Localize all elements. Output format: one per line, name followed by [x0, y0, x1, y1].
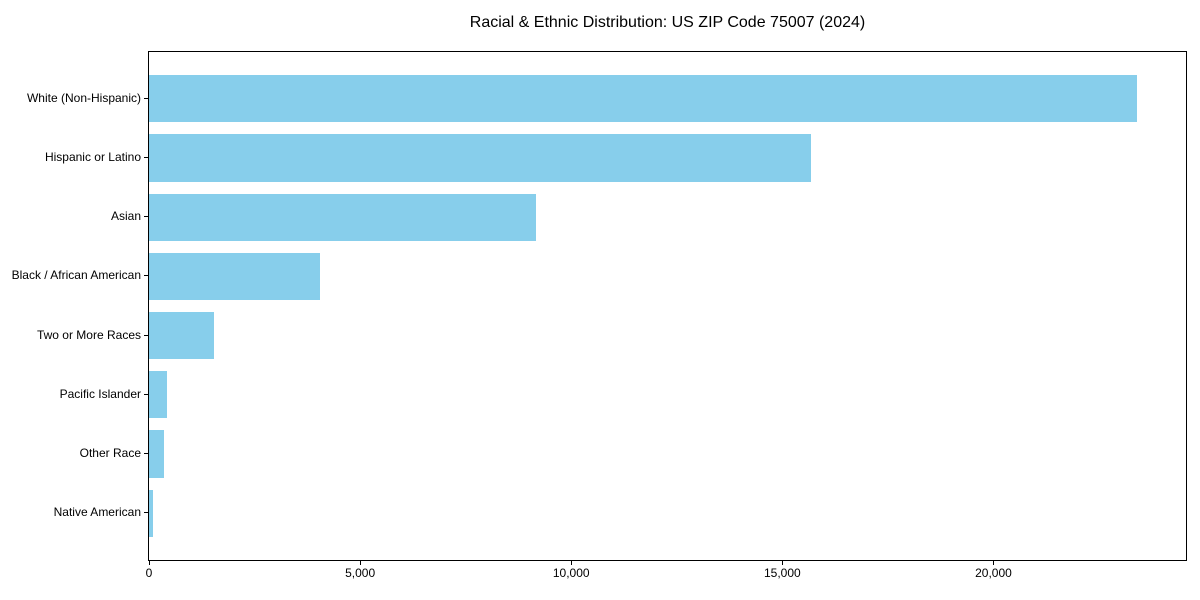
ytick-mark [144, 334, 148, 336]
ytick-mark [144, 275, 148, 277]
bar-asian [149, 193, 537, 241]
xtick-mark [570, 561, 572, 565]
ytick-mark [144, 393, 148, 395]
ytick-mark [144, 97, 148, 99]
ytick-mark [144, 453, 148, 455]
bar-native-american [149, 489, 154, 537]
xtick-mark [992, 561, 994, 565]
xtick-mark [781, 561, 783, 565]
plot-area [148, 51, 1187, 561]
ytick-label-pacific-islander: Pacific Islander [59, 386, 141, 401]
xtick-label-10-000: 10,000 [552, 566, 590, 580]
bar-pacific-islander [149, 371, 168, 419]
bar-black-african-american [149, 252, 321, 301]
xtick-label-0: 0 [145, 566, 153, 580]
ytick-label-hispanic-or-latino: Hispanic or Latino [44, 149, 141, 164]
xtick-mark [359, 561, 361, 565]
xtick-label-5-000: 5,000 [345, 566, 376, 580]
bar-hispanic-or-latino [149, 134, 812, 182]
ytick-label-white-non-hispanic: White (Non-Hispanic) [26, 90, 141, 105]
ytick-mark [144, 156, 148, 158]
ytick-label-black-african-american: Black / African American [11, 268, 141, 283]
ytick-mark [144, 512, 148, 514]
chart-title: Racial & Ethnic Distribution: US ZIP Cod… [469, 14, 866, 31]
ytick-label-native-american: Native American [53, 505, 141, 520]
ytick-mark [144, 216, 148, 218]
xtick-label-20-000: 20,000 [975, 566, 1012, 580]
ytick-label-two-or-more-races: Two or More Races [36, 327, 141, 342]
bar-two-or-more-races [149, 311, 215, 360]
bar-other-race [149, 430, 165, 478]
bar-white-non-hispanic [149, 75, 1137, 123]
xtick-label-15-000: 15,000 [763, 566, 801, 580]
ytick-label-asian: Asian [110, 209, 141, 224]
ytick-label-other-race: Other Race [79, 446, 141, 461]
xtick-mark [148, 561, 150, 565]
